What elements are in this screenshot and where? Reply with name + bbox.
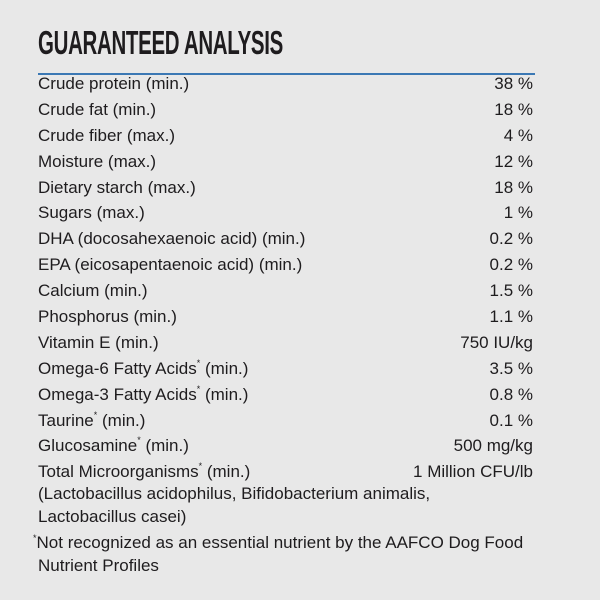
nutrient-name: Crude fiber (max.) [38, 125, 175, 145]
microorganisms-note: (Lactobacillus acidophilus, Bifidobacter… [38, 484, 431, 526]
asterisk: * [198, 461, 203, 472]
nutrient-name: Sugars (max.) [38, 203, 145, 223]
nutrient-value: 750 IU/kg [460, 332, 533, 352]
analysis-table: Crude protein (min.) 38 % Crude fat (min.)… [38, 71, 533, 485]
nutrient-value: 12 % [494, 151, 533, 171]
nutrient-value: 3.5 % [489, 358, 533, 378]
asterisk: * [196, 383, 201, 394]
nutrient-label: Phosphorus (min.) [38, 304, 177, 330]
nutrient-label: Omega-6 Fatty Acids* (min.) [38, 356, 248, 382]
nutrient-name: Vitamin E (min.) [38, 332, 159, 352]
asterisk: * [196, 357, 201, 368]
nutrient-name: Crude fat (min.) [38, 99, 157, 119]
table-row: Crude protein (min.) 38 % [38, 71, 533, 97]
nutrient-label: EPA (eicosapentaenoic acid) (min.) [38, 252, 302, 278]
nutrient-value: 0.2 % [489, 255, 533, 275]
table-row: Sugars (max.) 1 % [38, 200, 533, 226]
nutrient-value: 0.1 % [489, 410, 533, 430]
table-row: Crude fiber (max.) 4 % [38, 123, 533, 149]
nutrient-name: DHA (docosahexaenoic acid) (min.) [38, 229, 306, 249]
table-row: Phosphorus (min.) 1.1 % [38, 304, 533, 330]
nutrient-value: 4 % [503, 125, 533, 145]
table-row: Glucosamine* (min.) 500 mg/kg [38, 433, 533, 459]
nutrient-name: Crude protein (min.) [38, 74, 190, 93]
title-divider [38, 73, 535, 75]
nutrient-name: Dietary starch (max.) [38, 177, 196, 197]
table-row: Vitamin E (min.) 750 IU/kg [38, 330, 533, 356]
nutrient-name: Omega-6 Fatty Acids [38, 358, 197, 378]
nutrient-value: 0.8 % [489, 384, 533, 404]
asterisk: * [137, 435, 141, 446]
nutrient-value: 1 Million CFU/lb [413, 462, 533, 482]
nutrient-name: Total Microorganisms [38, 462, 199, 482]
nutrient-name: Glucosamine [38, 436, 138, 456]
footnote-text: Not recognized as an essential nutrient … [36, 533, 524, 575]
table-row: Moisture (max.) 12 % [38, 149, 533, 175]
table-row: Calcium (min.) 1.5 % [38, 278, 533, 304]
nutrient-value: 500 mg/kg [453, 436, 533, 456]
nutrient-qualifier: (min.) [202, 462, 251, 482]
nutrient-label: Vitamin E (min.) [38, 330, 159, 356]
table-row: Taurine* (min.) 0.1 % [38, 408, 533, 434]
nutrient-name: EPA (eicosapentaenoic acid) (min.) [38, 255, 303, 275]
nutrient-value: 18 % [494, 177, 533, 197]
nutrient-label: Calcium (min.) [38, 278, 148, 304]
nutrient-name: Moisture (max.) [38, 151, 157, 171]
nutrient-label: Crude fiber (max.) [38, 123, 175, 149]
nutrient-label: Dietary starch (max.) [38, 175, 196, 201]
table-row: Dietary starch (max.) 18 % [38, 175, 533, 201]
asterisk: * [93, 409, 98, 420]
footnote-star: * [33, 533, 37, 543]
nutrient-value: 1.1 % [489, 307, 533, 327]
nutrient-name: Calcium (min.) [38, 281, 148, 301]
nutrient-value: 1 % [503, 203, 533, 223]
nutrient-label: DHA (docosahexaenoic acid) (min.) [38, 226, 305, 252]
nutrient-qualifier: (min.) [200, 384, 249, 404]
footnote: *Not recognized as an essential nutrient… [33, 531, 548, 577]
nutrient-value: 38 % [494, 74, 533, 93]
nutrient-name: Taurine [38, 410, 94, 430]
nutrient-qualifier: (min.) [97, 410, 146, 430]
nutrient-label: Glucosamine* (min.) [38, 433, 189, 459]
nutrient-value: 1.5 % [489, 281, 533, 301]
nutrient-name: Omega-3 Fatty Acids [38, 384, 197, 404]
table-row: EPA (eicosapentaenoic acid) (min.) 0.2 % [38, 252, 533, 278]
table-row: DHA (docosahexaenoic acid) (min.) 0.2 % [38, 226, 533, 252]
nutrient-name: Phosphorus (min.) [38, 307, 177, 327]
nutrient-label: Sugars (max.) [38, 200, 145, 226]
nutrient-label: Moisture (max.) [38, 149, 156, 175]
table-row: Total Microorganisms* (min.) 1 Million CF… [38, 459, 533, 485]
nutrient-value: 0.2 % [489, 229, 533, 249]
nutrient-label: Total Microorganisms* (min.) [38, 459, 250, 485]
table-row: Omega-3 Fatty Acids* (min.) 0.8 % [38, 382, 533, 408]
table-row: Omega-6 Fatty Acids* (min.) 3.5 % [38, 356, 533, 382]
nutrient-label: Crude protein (min.) [38, 71, 189, 97]
nutrient-qualifier: (min.) [200, 358, 249, 378]
nutrient-qualifier: (min.) [140, 436, 189, 456]
table-row: Crude fat (min.) 18 % [38, 97, 533, 123]
nutrient-label: Omega-3 Fatty Acids* (min.) [38, 382, 248, 408]
nutrient-label: Crude fat (min.) [38, 97, 156, 123]
nutrient-value: 18 % [494, 99, 533, 119]
nutrient-label: Taurine* (min.) [38, 408, 145, 434]
section-title: GUARANTEED ANALYSIS [38, 24, 283, 61]
